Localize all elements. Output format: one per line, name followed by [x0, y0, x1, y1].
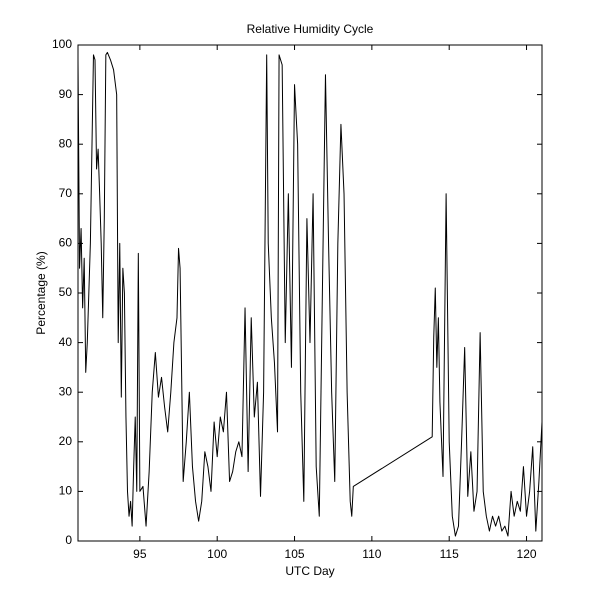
y-tick-label: 20 [59, 434, 73, 448]
x-tick-label: 120 [517, 547, 537, 561]
y-axis-label: Percentage (%) [34, 251, 48, 334]
chart-title: Relative Humidity Cycle [247, 22, 374, 36]
humidity-line [77, 51, 543, 537]
plot-frame [77, 44, 543, 542]
y-tick-label: 40 [59, 335, 73, 349]
x-tick-label: 105 [285, 547, 305, 561]
y-tick-label: 80 [59, 136, 73, 150]
x-tick-label: 100 [207, 547, 227, 561]
x-axis-label: UTC Day [285, 564, 334, 578]
x-tick-label: 95 [133, 547, 147, 561]
y-tick-label: 0 [65, 533, 72, 547]
x-tick-label: 115 [440, 547, 459, 561]
y-tick-label: 100 [52, 37, 72, 51]
y-tick-label: 50 [59, 285, 73, 299]
y-tick-label: 10 [59, 484, 73, 498]
y-tick-label: 30 [59, 384, 73, 398]
x-tick-label: 110 [362, 547, 381, 561]
y-tick-label: 70 [59, 186, 73, 200]
y-tick-label: 60 [59, 236, 73, 250]
y-tick-label: 90 [59, 87, 73, 101]
